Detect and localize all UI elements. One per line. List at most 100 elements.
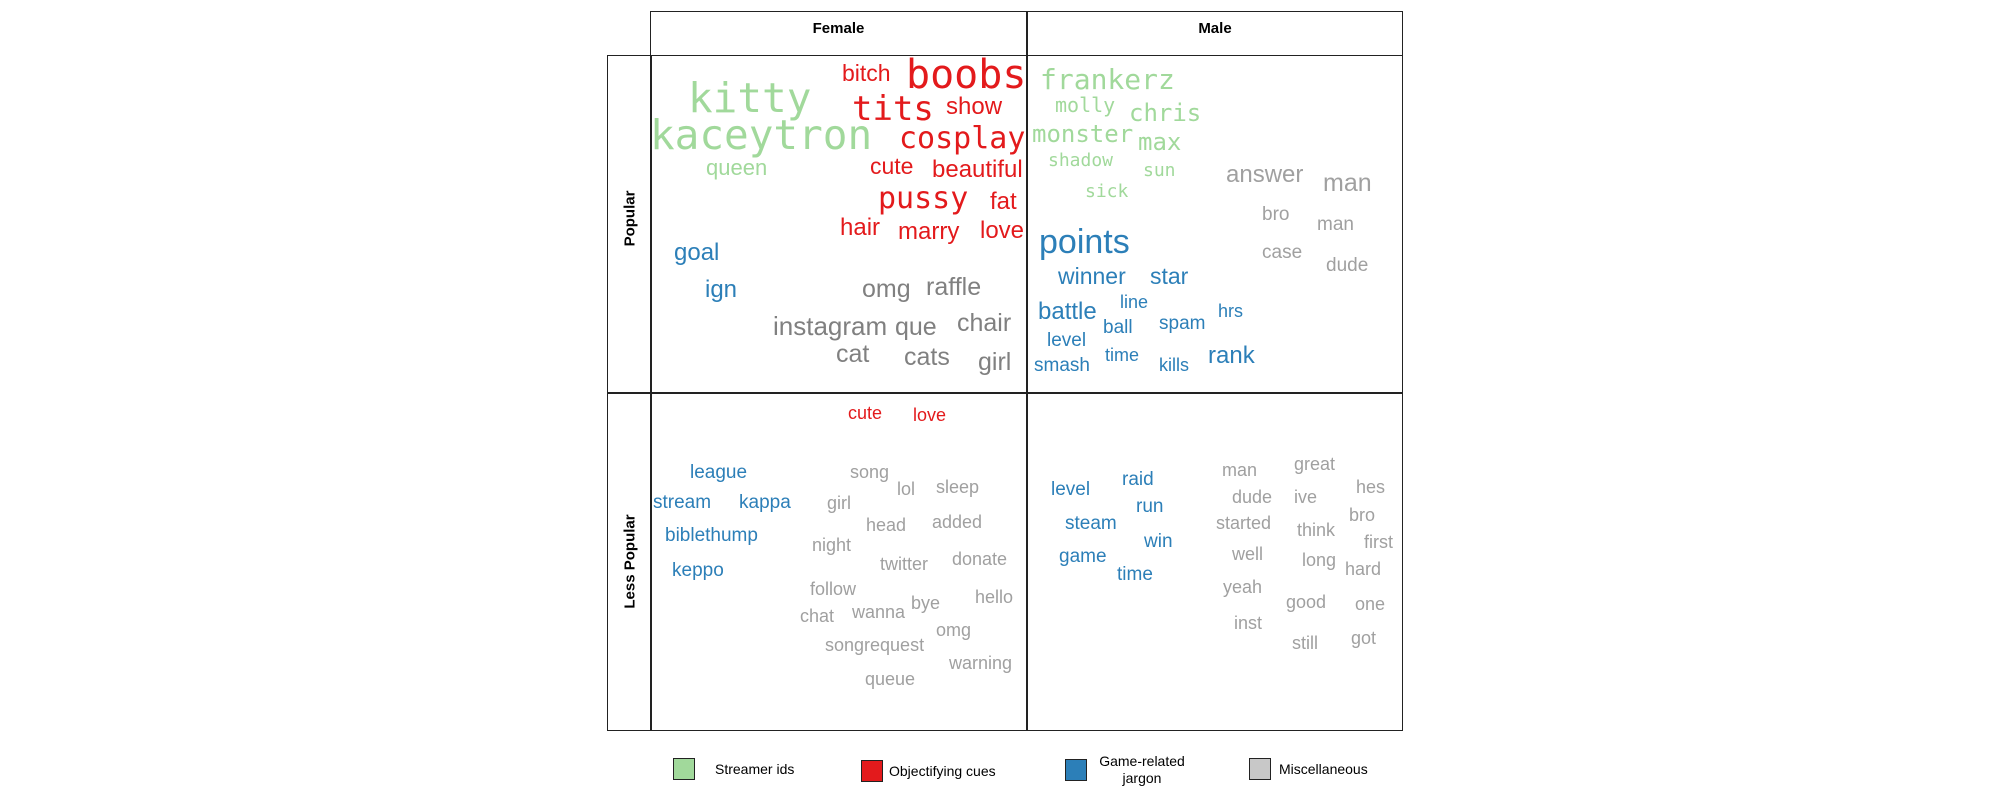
word-male-less-bro: bro bbox=[1349, 505, 1376, 525]
word-male-popular-time: time bbox=[1105, 345, 1140, 365]
word-male-popular-line: line bbox=[1120, 292, 1149, 312]
word-female-less-keppo: keppo bbox=[672, 560, 724, 581]
word-male-less-long: long bbox=[1302, 550, 1337, 570]
word-male-popular-hrs: hrs bbox=[1218, 301, 1244, 321]
word-male-popular-max: max bbox=[1138, 128, 1182, 156]
word-female-less-girl: girl bbox=[827, 493, 852, 513]
word-male-less-hard: hard bbox=[1345, 559, 1382, 579]
word-female-popular-cute: cute bbox=[870, 153, 914, 179]
word-male-popular-spam: spam bbox=[1159, 313, 1206, 334]
word-female-popular-instagram: instagram bbox=[773, 311, 888, 341]
legend-swatch-streamer-ids bbox=[673, 758, 695, 780]
word-female-less-added: added bbox=[932, 512, 983, 532]
word-female-less-wanna: wanna bbox=[852, 602, 906, 622]
word-female-popular-chair: chair bbox=[957, 309, 1012, 337]
word-female-less-songrequest: songrequest bbox=[825, 635, 925, 655]
word-female-popular-boobs: boobs bbox=[906, 52, 1027, 98]
word-male-less-dude: dude bbox=[1232, 487, 1273, 507]
word-female-less-hello: hello bbox=[975, 587, 1014, 607]
word-female-popular-hair: hair bbox=[840, 214, 881, 241]
column-header-male: Male bbox=[1198, 20, 1232, 37]
word-female-popular-kaceytron: kaceytron bbox=[650, 111, 873, 159]
row-label-popular: Popular bbox=[621, 190, 639, 247]
word-male-popular-ball: ball bbox=[1103, 317, 1133, 338]
word-male-popular-molly: molly bbox=[1055, 93, 1116, 117]
word-female-less-sleep: sleep bbox=[936, 477, 980, 497]
word-female-less-queue: queue bbox=[865, 669, 916, 689]
word-female-popular-raffle: raffle bbox=[926, 273, 982, 301]
word-male-less-win: win bbox=[1144, 531, 1173, 552]
word-female-less-chat: chat bbox=[800, 606, 835, 626]
word-male-popular-shadow: shadow bbox=[1048, 150, 1114, 171]
word-male-less-think: think bbox=[1297, 520, 1336, 540]
word-female-less-omg: omg bbox=[936, 620, 972, 640]
word-male-less-inst: inst bbox=[1234, 613, 1263, 633]
word-female-popular-show: show bbox=[946, 93, 1003, 120]
column-header-female: Female bbox=[812, 20, 865, 37]
word-female-popular-ign: ign bbox=[705, 276, 738, 303]
word-female-popular-bitch: bitch bbox=[842, 60, 891, 86]
word-male-popular-sun: sun bbox=[1143, 160, 1176, 181]
word-male-popular-level: level bbox=[1047, 330, 1087, 351]
word-male-less-steam: steam bbox=[1065, 513, 1117, 534]
word-female-popular-beautiful: beautiful bbox=[932, 156, 1023, 183]
word-female-less-cute: cute bbox=[848, 403, 883, 423]
word-male-popular-battle: battle bbox=[1038, 298, 1097, 325]
word-male-less-raid: raid bbox=[1122, 469, 1154, 490]
word-male-popular-case: case bbox=[1262, 242, 1303, 263]
word-male-popular-winner: winner bbox=[1058, 263, 1126, 289]
legend-swatch-objectifying bbox=[861, 760, 883, 782]
word-male-less-level: level bbox=[1051, 479, 1091, 500]
row-label-frame-less bbox=[607, 392, 652, 731]
word-female-less-donate: donate bbox=[952, 549, 1008, 569]
legend-swatch-miscellaneous bbox=[1249, 758, 1271, 780]
word-male-popular-smash: smash bbox=[1034, 355, 1090, 376]
word-male-less-game: game bbox=[1059, 546, 1107, 567]
word-male-less-time: time bbox=[1117, 564, 1153, 585]
row-label-frame-popular bbox=[607, 55, 652, 394]
word-male-less-run: run bbox=[1136, 496, 1164, 517]
word-female-less-twitter: twitter bbox=[880, 554, 929, 574]
word-male-popular-answer: answer bbox=[1226, 161, 1304, 188]
word-female-less-lol: lol bbox=[897, 479, 916, 499]
header-divider bbox=[1026, 11, 1028, 56]
word-female-less-love: love bbox=[913, 405, 947, 425]
word-female-popular-pussy: pussy bbox=[878, 181, 969, 216]
word-female-popular-marry: marry bbox=[898, 218, 960, 245]
word-female-popular-cosplay: cosplay bbox=[899, 121, 1026, 156]
word-male-popular-bro: bro bbox=[1262, 204, 1290, 225]
word-female-less-kappa: kappa bbox=[739, 492, 791, 513]
word-female-less-stream: stream bbox=[653, 492, 712, 513]
row-label-less-popular: Less Popular bbox=[621, 514, 639, 609]
word-male-popular-frankerz: frankerz bbox=[1040, 63, 1175, 96]
word-male-less-great: great bbox=[1294, 454, 1336, 474]
word-female-less-biblethump: biblethump bbox=[665, 525, 758, 546]
word-female-popular-fat: fat bbox=[990, 188, 1017, 215]
word-male-popular-rank: rank bbox=[1208, 342, 1255, 369]
word-female-less-bye: bye bbox=[911, 593, 941, 613]
word-male-less-still: still bbox=[1292, 633, 1318, 653]
word-female-less-head: head bbox=[866, 515, 907, 535]
legend-label-miscellaneous: Miscellaneous bbox=[1279, 761, 1368, 777]
word-male-popular-man: man bbox=[1317, 214, 1354, 235]
legend-swatch-game-jargon bbox=[1065, 759, 1087, 781]
cell-female-popular bbox=[650, 55, 1028, 394]
word-male-popular-dude: dude bbox=[1326, 255, 1369, 276]
cell-female-less-popular bbox=[650, 392, 1028, 731]
word-female-popular-goal: goal bbox=[674, 239, 720, 266]
word-female-popular-cat: cat bbox=[836, 340, 870, 368]
word-female-less-warning: warning bbox=[949, 653, 1013, 673]
legend-label-objectifying: Objectifying cues bbox=[889, 763, 996, 779]
word-male-less-first: first bbox=[1364, 532, 1393, 552]
word-male-less-good: good bbox=[1286, 592, 1327, 612]
word-female-popular-love: love bbox=[980, 217, 1025, 244]
word-male-popular-sick: sick bbox=[1085, 181, 1129, 202]
word-male-less-well: well bbox=[1232, 544, 1264, 564]
word-male-less-one: one bbox=[1355, 594, 1386, 614]
word-male-popular-man: man bbox=[1323, 169, 1372, 197]
word-female-popular-cats: cats bbox=[904, 343, 950, 371]
word-male-less-yeah: yeah bbox=[1223, 577, 1263, 597]
word-female-less-song: song bbox=[850, 462, 890, 482]
word-female-less-follow: follow bbox=[810, 579, 857, 599]
legend-label-streamer-ids: Streamer ids bbox=[715, 761, 795, 777]
